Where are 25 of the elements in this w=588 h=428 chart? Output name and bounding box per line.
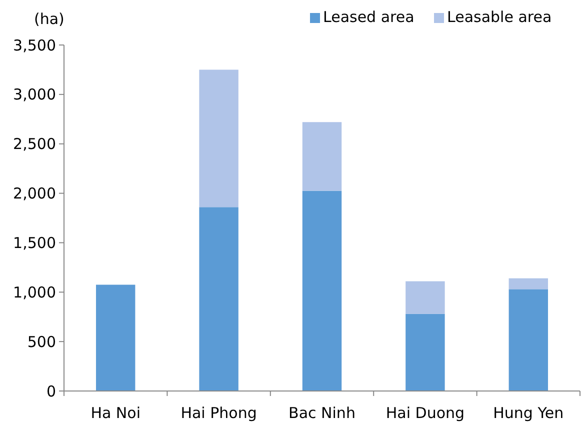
x-tick-label: Hung Yen <box>493 404 564 422</box>
y-axis-title: (ha) <box>34 10 64 28</box>
bar <box>199 70 238 208</box>
y-tick-label: 2,000 <box>13 184 56 203</box>
y-tick-label: 0 <box>46 382 56 400</box>
y-tick-label: 1,000 <box>13 283 56 302</box>
legend-label: Leasable area <box>447 8 552 26</box>
y-tick-label: 500 <box>27 332 56 351</box>
bar <box>302 190 342 391</box>
y-tick-label: 1,500 <box>13 234 56 252</box>
x-tick-label: Hai Duong <box>386 404 465 422</box>
y-tick-label: 3,000 <box>13 86 56 104</box>
bar <box>96 284 136 391</box>
bar <box>508 289 548 391</box>
bar <box>508 278 548 290</box>
bar <box>199 207 238 391</box>
y-tick-label: 2,500 <box>13 135 56 154</box>
x-tick-label: Hai Phong <box>180 404 257 422</box>
bar <box>302 122 342 191</box>
legend-label: Leased area <box>323 8 414 26</box>
bar <box>406 314 445 391</box>
y-tick-label: 3,500 <box>13 36 56 54</box>
x-tick-label: Bac Ninh <box>288 404 356 422</box>
x-tick-label: Ha Noi <box>90 404 141 422</box>
bar <box>406 281 445 314</box>
